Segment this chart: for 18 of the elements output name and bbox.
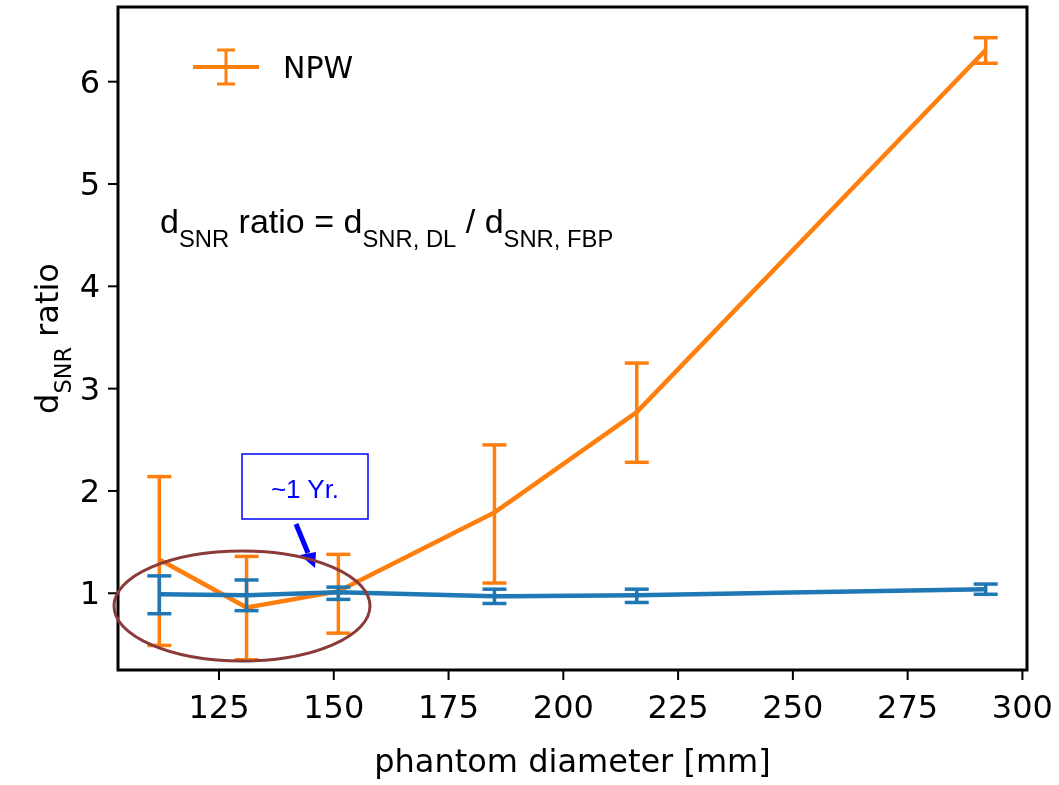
- y-tick-label: 4: [79, 267, 100, 306]
- x-tick-label: 150: [303, 688, 365, 726]
- x-tick-label: 200: [532, 688, 594, 726]
- x-tick-label: 225: [647, 688, 709, 726]
- x-tick-label: 300: [991, 688, 1053, 726]
- y-tick-label: 1: [79, 574, 100, 613]
- y-tick-label: 5: [79, 165, 100, 203]
- x-tick-label: 275: [877, 688, 939, 726]
- annotation: d$_{SNR}$ ratio = d$_{SNR, DL}$ / d$_{SNR, FBP}$: [160, 202, 614, 252]
- x-axis-title: phantom diameter [mm]: [374, 742, 771, 780]
- x-tick-label: 125: [188, 688, 250, 726]
- annotation: ~1 Yr.: [270, 474, 340, 504]
- y-tick-label: 6: [79, 62, 100, 101]
- legend-label: NPW: [283, 50, 354, 85]
- y-tick-label: 2: [79, 471, 100, 510]
- x-tick-label: 250: [762, 688, 824, 726]
- y-tick-label: 3: [79, 369, 100, 408]
- x-tick-label: 175: [418, 688, 480, 726]
